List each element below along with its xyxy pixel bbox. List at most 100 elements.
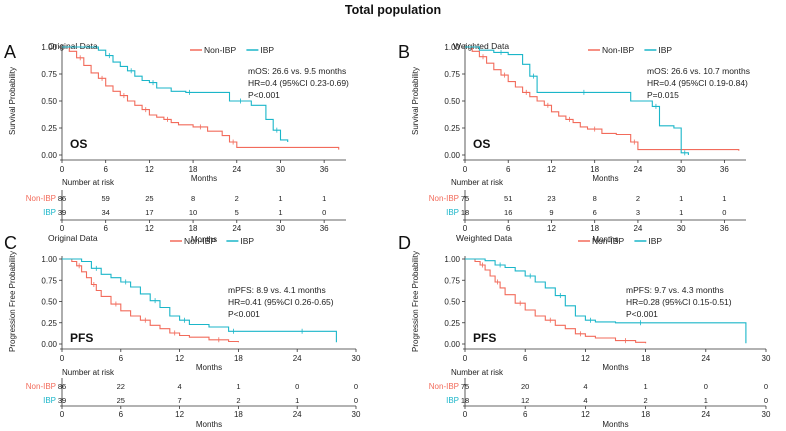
annotation-line-3: P<0.001	[626, 309, 658, 319]
risk-value: 4	[178, 382, 182, 391]
x-tick-label: 18	[641, 354, 650, 363]
y-tick-label: 0.75	[41, 276, 57, 285]
risk-value: 1	[278, 208, 282, 217]
x-tick-label: 30	[276, 165, 285, 174]
risk-value: 1	[722, 194, 726, 203]
risk-value: 8	[593, 194, 597, 203]
panel-subtitle: Weighted Data	[456, 233, 512, 243]
risk-x-tick-label: 18	[590, 224, 599, 233]
risk-value: 0	[354, 396, 358, 405]
risk-row-label-non-ibp: Non-IBP	[429, 194, 459, 203]
risk-x-tick-label: 12	[581, 410, 590, 419]
risk-row-label-ibp: IBP	[446, 396, 459, 405]
risk-table-title: Number at risk	[62, 178, 115, 187]
risk-value: 0	[322, 208, 326, 217]
risk-x-axis-label: Months	[191, 235, 217, 244]
y-tick-label: 1.00	[444, 43, 460, 52]
legend-label-ibp: IBP	[658, 45, 672, 55]
risk-value: 1	[679, 194, 683, 203]
legend-label-non-ibp: Non-IBP	[184, 236, 216, 246]
km-curve-non-ibp	[62, 258, 239, 343]
risk-value: 25	[117, 396, 125, 405]
risk-x-tick-label: 36	[720, 224, 729, 233]
risk-row-label-ibp: IBP	[446, 208, 459, 217]
km-curve-ibp	[62, 46, 289, 142]
risk-x-tick-label: 30	[276, 224, 285, 233]
endpoint-label: OS	[473, 137, 490, 151]
risk-value: 1	[704, 396, 708, 405]
y-tick-label: 0.50	[444, 298, 460, 307]
risk-x-tick-label: 0	[463, 224, 468, 233]
risk-value: 12	[521, 396, 529, 405]
legend: Non-IBP IBP	[170, 236, 254, 246]
risk-value: 2	[636, 194, 640, 203]
annotation-line-3: P<0.001	[248, 90, 280, 100]
risk-value: 7	[178, 396, 182, 405]
annotation-line-2: HR=0.4 (95%CI 0.19-0.84)	[647, 78, 748, 88]
endpoint-label: PFS	[473, 331, 496, 345]
figure-title: Total population	[345, 3, 441, 17]
risk-value: 16	[504, 208, 512, 217]
y-tick-label: 0.25	[41, 124, 57, 133]
risk-x-tick-label: 6	[506, 224, 511, 233]
risk-row-label-non-ibp: Non-IBP	[26, 194, 56, 203]
risk-x-tick-label: 24	[232, 224, 241, 233]
risk-value: 0	[354, 382, 358, 391]
y-tick-label: 0.75	[444, 276, 460, 285]
x-tick-label: 18	[590, 165, 599, 174]
legend: Non-IBP IBP	[190, 45, 274, 55]
x-tick-label: 30	[352, 354, 361, 363]
risk-x-tick-label: 24	[701, 410, 710, 419]
km-curve-ibp	[465, 258, 747, 344]
risk-value: 3	[636, 208, 640, 217]
panel-subtitle: Weighted Data	[453, 41, 509, 51]
y-tick-label: 0.75	[444, 70, 460, 79]
y-tick-label: 0.00	[444, 151, 460, 160]
risk-x-tick-label: 12	[175, 410, 184, 419]
risk-x-tick-label: 6	[523, 410, 528, 419]
legend-label-non-ibp: Non-IBP	[602, 45, 634, 55]
y-tick-label: 0.00	[41, 340, 57, 349]
risk-x-tick-label: 18	[641, 410, 650, 419]
risk-value: 59	[102, 194, 110, 203]
legend-label-non-ibp: Non-IBP	[204, 45, 236, 55]
x-tick-label: 18	[189, 165, 198, 174]
annotation-line-2: HR=0.41 (95%CI 0.26-0.65)	[228, 297, 334, 307]
x-tick-label: 18	[234, 354, 243, 363]
risk-value: 1	[236, 382, 240, 391]
risk-x-tick-label: 0	[60, 410, 65, 419]
risk-table-title: Number at risk	[62, 368, 115, 377]
x-tick-label: 6	[523, 354, 528, 363]
risk-value: 2	[644, 396, 648, 405]
x-tick-label: 24	[701, 354, 710, 363]
annotation-line-1: mOS: 26.6 vs. 9.5 months	[248, 66, 346, 76]
risk-value: 23	[547, 194, 555, 203]
risk-value: 0	[295, 382, 299, 391]
risk-x-axis-label: Months	[196, 420, 222, 429]
legend-label-non-ibp: Non-IBP	[592, 236, 624, 246]
risk-value: 1	[278, 194, 282, 203]
risk-x-tick-label: 30	[762, 410, 771, 419]
panel-c: C Original Data Non-IBP IBP Progression Free…	[4, 233, 361, 429]
panel-a: A Original Data Non-IBP IBP Survival Probabi…	[4, 41, 349, 244]
x-axis-label: Months	[191, 174, 217, 183]
annotation-line-2: HR=0.28 (95%CI 0.15-0.51)	[626, 297, 732, 307]
annotation-line-1: mOS: 26.6 vs. 10.7 months	[647, 66, 750, 76]
risk-x-tick-label: 24	[633, 224, 642, 233]
y-tick-label: 0.25	[41, 319, 57, 328]
risk-value: 4	[583, 396, 587, 405]
risk-value: 6	[593, 208, 597, 217]
km-curve-non-ibp	[465, 258, 647, 344]
y-tick-label: 0.25	[444, 319, 460, 328]
endpoint-label: OS	[70, 137, 87, 151]
risk-x-axis-label: Months	[602, 420, 628, 429]
y-tick-label: 0.25	[444, 124, 460, 133]
x-axis-label: Months	[196, 363, 222, 372]
y-axis-label: Progression Free Probability	[411, 251, 420, 352]
risk-value: 5	[235, 208, 239, 217]
risk-value: 1	[295, 396, 299, 405]
risk-row-label-non-ibp: Non-IBP	[429, 382, 459, 391]
panel-subtitle: Original Data	[48, 233, 98, 243]
